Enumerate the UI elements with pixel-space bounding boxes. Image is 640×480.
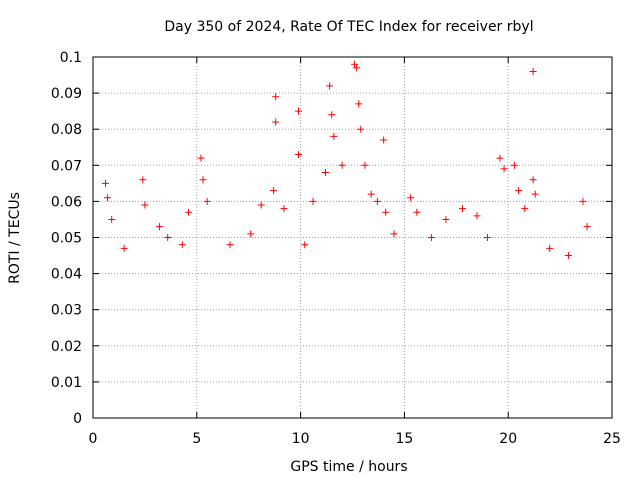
data-point	[459, 205, 467, 213]
data-point	[101, 179, 109, 187]
data-point	[178, 241, 186, 249]
data-point	[483, 234, 491, 241]
y-tick-label: 0.04	[51, 267, 82, 283]
y-tick-label: 0.09	[51, 86, 82, 102]
chart-title: Day 350 of 2024, Rate Of TEC Index for r…	[164, 19, 533, 35]
data-point	[382, 208, 390, 216]
data-point	[355, 100, 363, 108]
data-point	[272, 93, 280, 101]
x-tick-label: 0	[89, 431, 98, 447]
y-tick-label: 0	[73, 411, 82, 427]
data-point	[515, 187, 523, 195]
data-point	[529, 67, 537, 75]
data-point	[330, 132, 338, 140]
data-points	[101, 60, 591, 260]
data-point	[326, 82, 334, 90]
data-point	[164, 234, 172, 241]
y-tick-label: 0.1	[60, 50, 82, 66]
y-tick-label: 0.02	[51, 339, 82, 355]
data-point	[500, 165, 508, 173]
data-point	[357, 125, 365, 133]
data-point	[531, 190, 539, 198]
y-tick-label: 0.07	[51, 158, 82, 174]
data-point	[390, 230, 398, 238]
data-point	[521, 205, 529, 213]
data-point	[373, 197, 381, 205]
data-point	[155, 223, 163, 231]
data-point	[301, 241, 309, 249]
data-point	[199, 176, 207, 184]
data-point	[564, 252, 572, 260]
data-point	[579, 197, 587, 205]
data-point	[361, 161, 369, 169]
data-point	[442, 215, 450, 223]
x-tick-label: 5	[192, 431, 201, 447]
data-point	[322, 169, 330, 177]
data-point	[257, 201, 265, 209]
grid-lines	[93, 57, 612, 418]
data-point	[328, 111, 336, 119]
x-tick-label: 25	[603, 431, 621, 447]
y-tick-label: 0.08	[51, 122, 82, 138]
y-axis-label: ROTI / TECUs	[7, 192, 23, 284]
data-point	[407, 194, 415, 202]
data-point	[510, 161, 518, 169]
y-tick-label: 0.01	[51, 375, 82, 391]
data-point	[295, 150, 303, 158]
data-point	[529, 176, 537, 184]
data-point	[427, 234, 435, 241]
data-point	[139, 176, 147, 184]
x-tick-label: 20	[499, 431, 517, 447]
data-point	[367, 190, 375, 198]
data-point	[380, 136, 388, 144]
data-point	[473, 212, 481, 220]
data-point	[104, 194, 112, 202]
data-point	[108, 215, 116, 223]
data-point	[270, 187, 278, 195]
data-point	[280, 205, 288, 213]
data-point	[413, 208, 421, 216]
y-tick-label: 0.05	[51, 231, 82, 247]
data-point	[226, 241, 234, 249]
data-point	[203, 197, 211, 205]
x-tick-label: 10	[292, 431, 310, 447]
data-point	[496, 154, 504, 162]
x-axis-label: GPS time / hours	[290, 459, 407, 475]
data-point	[338, 161, 346, 169]
data-point	[272, 118, 280, 126]
data-point	[351, 60, 359, 68]
data-point	[141, 201, 149, 209]
data-point	[309, 197, 317, 205]
data-point	[583, 223, 591, 231]
data-point	[185, 208, 192, 216]
x-tick-label: 15	[395, 431, 413, 447]
data-point	[197, 154, 205, 162]
data-point	[295, 107, 303, 115]
data-point	[120, 244, 128, 252]
data-point	[353, 64, 361, 72]
y-tick-label: 0.03	[51, 303, 82, 319]
data-point	[546, 244, 554, 252]
axis-ticks: 0 5 10 15 20 25 0 0.01 0.02 0.03 0.04 0.05 0.06 0.07 0…	[51, 50, 621, 447]
y-tick-label: 0.06	[51, 194, 82, 210]
data-point	[247, 230, 255, 238]
